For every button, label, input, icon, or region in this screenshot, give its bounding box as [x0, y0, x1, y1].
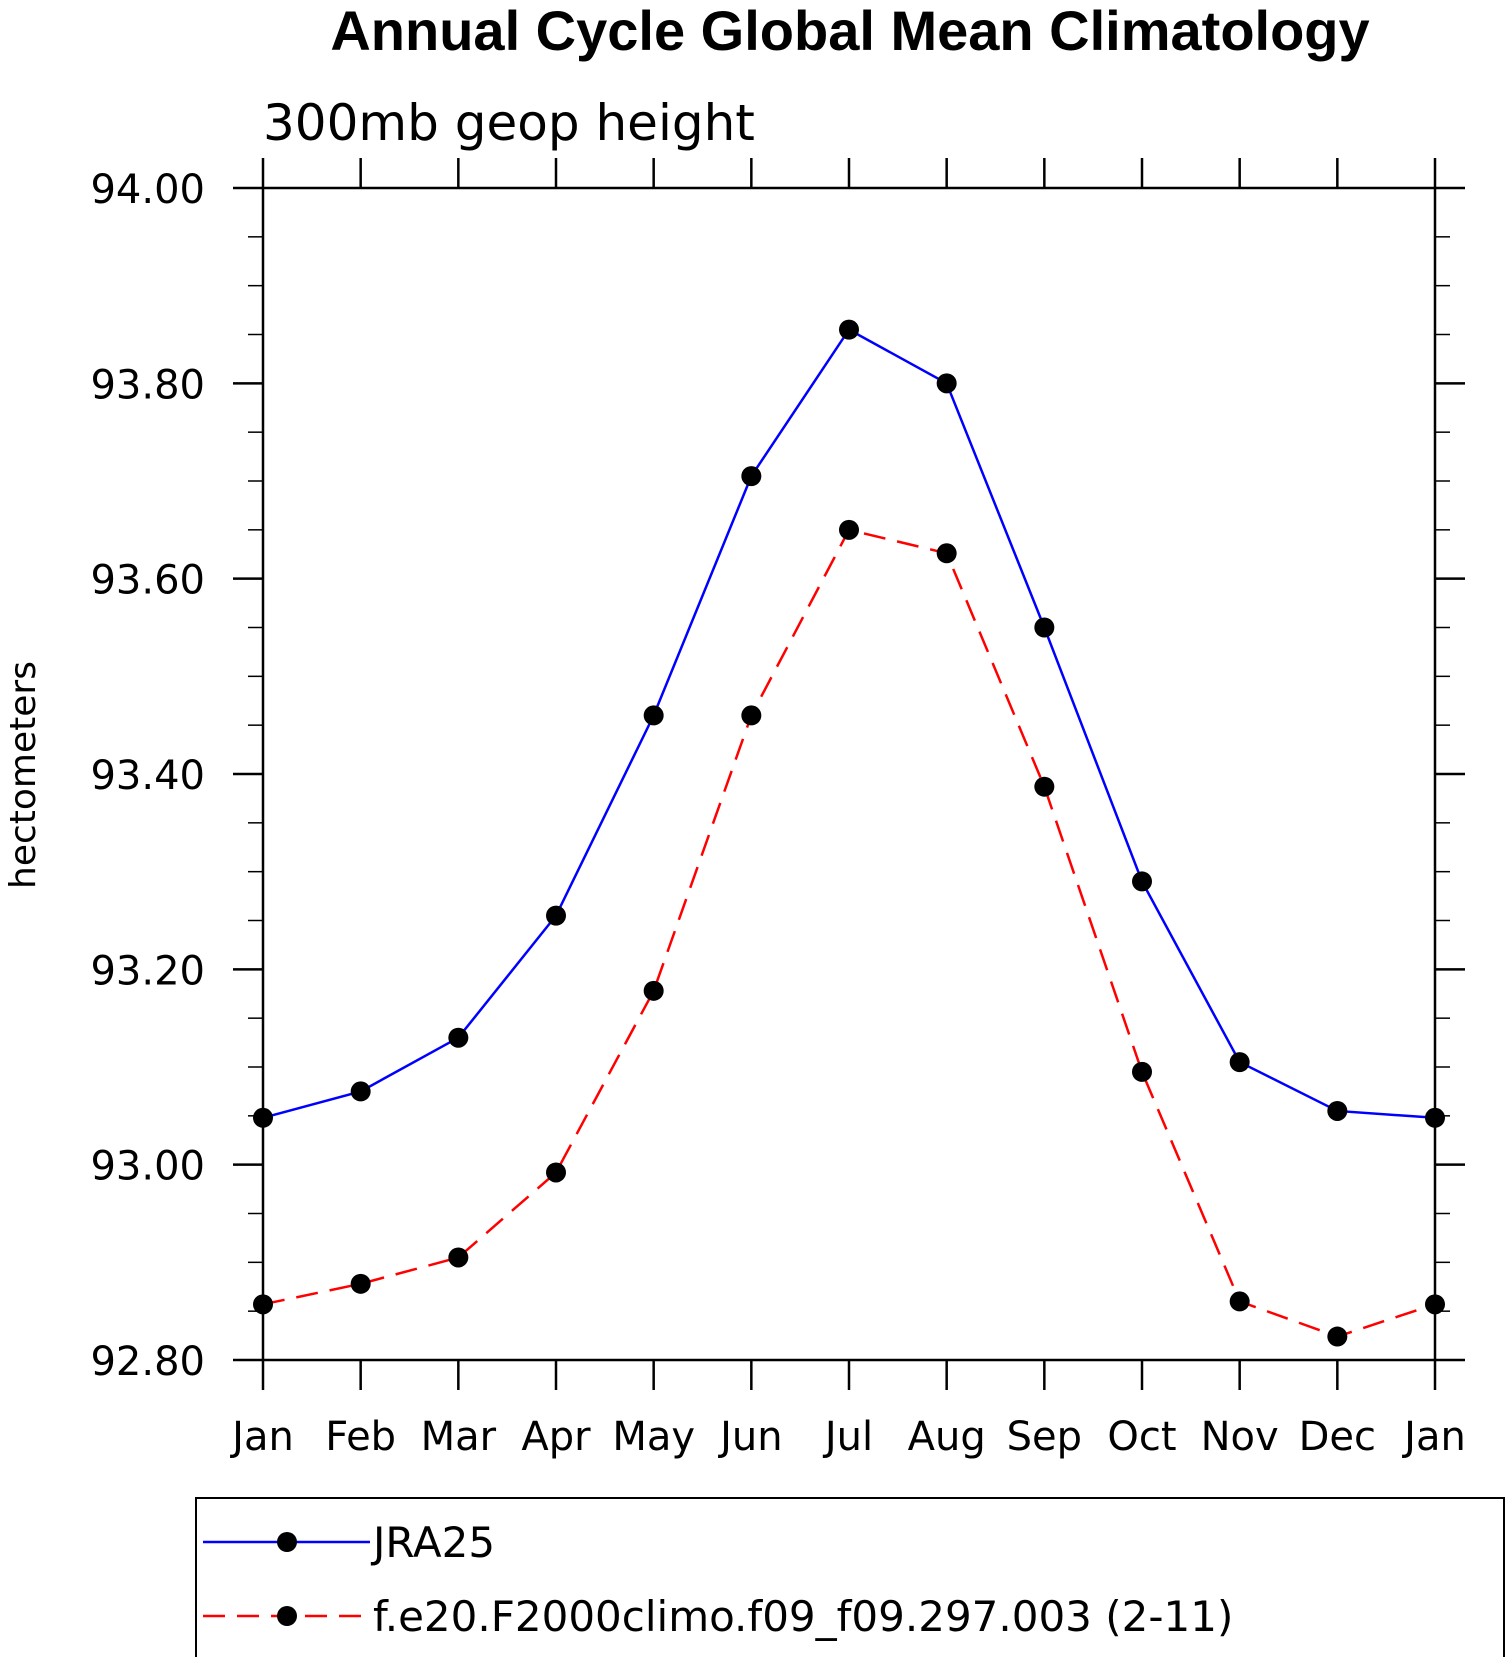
x-tick-label: Feb	[325, 1414, 396, 1460]
legend-marker-1	[277, 1606, 297, 1626]
series-1-point	[1229, 1291, 1250, 1312]
series-layer	[253, 319, 1445, 1347]
x-tick-label: Aug	[908, 1414, 986, 1460]
series-1-point	[546, 1162, 566, 1183]
x-tick-label: Jun	[717, 1414, 783, 1460]
legend-marker-0	[277, 1532, 297, 1552]
series-0-point	[741, 466, 762, 487]
y-tick-label: 93.00	[90, 1144, 205, 1190]
legend-label-0: JRA25	[370, 1518, 495, 1567]
series-0-point	[1132, 871, 1152, 892]
series-0-point	[839, 319, 859, 340]
y-tick-label: 94.00	[90, 167, 205, 213]
y-axis-label: hectometers	[3, 661, 44, 889]
series-0-point	[643, 705, 664, 726]
series-1-point	[936, 543, 957, 564]
series-1-point	[350, 1273, 371, 1294]
x-tick-label: May	[612, 1414, 695, 1460]
series-line-1	[262, 528, 1436, 1338]
series-1-point	[448, 1247, 469, 1268]
legend: JRA25 f.e20.F2000climo.f09_f09.297.003 (2…	[195, 1497, 1505, 1657]
legend-box	[195, 1497, 1505, 1657]
series-1-point	[741, 705, 762, 726]
x-tick-label: Sep	[1007, 1414, 1082, 1460]
series-1-point	[643, 980, 664, 1001]
series-0-point	[350, 1081, 371, 1102]
series-1-point	[1132, 1061, 1152, 1082]
series-0-point	[1034, 617, 1055, 638]
x-tick-labels: Jan Feb Mar Apr May Jun Jul Aug Sep Oct Nov Dec Jan	[229, 1414, 1466, 1460]
plot-frame	[261, 186, 1437, 1362]
x-tick-label: Jan	[1401, 1414, 1466, 1460]
y-tick-label: 93.60	[90, 558, 205, 604]
x-tick-label: Jan	[229, 1414, 294, 1460]
x-tick-label: Nov	[1201, 1414, 1279, 1460]
x-tick-label: Dec	[1299, 1414, 1376, 1460]
series-0-point	[546, 905, 566, 926]
legend-label-1: f.e20.F2000climo.f09_f09.297.003 (2-11)	[373, 1592, 1233, 1641]
chart-subtitle: 300mb geop height	[263, 94, 755, 152]
series-1-point	[839, 519, 859, 540]
series-0-point	[1229, 1052, 1250, 1073]
x-tick-label: Oct	[1107, 1414, 1176, 1460]
x-tick-label: Mar	[421, 1414, 497, 1460]
series-1-point	[1327, 1326, 1348, 1347]
series-0-point	[448, 1027, 469, 1048]
y-tick-labels: 92.80 93.00 93.20 93.40 93.60 93.80 94.00	[90, 167, 205, 1385]
series-1-point	[1034, 776, 1055, 797]
series-line-0	[262, 327, 1436, 1120]
y-tick-label: 92.80	[90, 1339, 205, 1385]
y-tick-label: 93.40	[90, 753, 205, 799]
series-0-point	[936, 373, 957, 394]
x-tick-label: Jul	[822, 1414, 873, 1460]
y-tick-label: 93.80	[90, 362, 205, 408]
x-tick-label: Apr	[521, 1414, 591, 1460]
y-tick-label: 93.20	[90, 948, 205, 994]
series-0-point	[1327, 1100, 1348, 1121]
axis-ticks	[233, 158, 1465, 1390]
chart-title: Annual Cycle Global Mean Climatology	[330, 0, 1369, 62]
